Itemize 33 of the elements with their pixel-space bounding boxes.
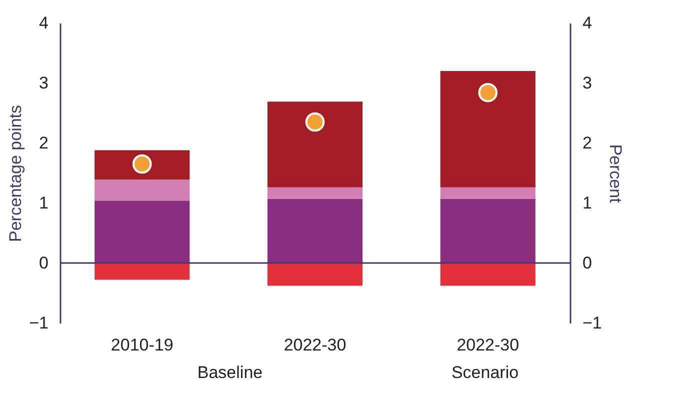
text: Scenario [451,363,519,382]
y2-tick-label: 3 [582,74,592,92]
point [132,154,152,174]
bar [267,102,363,188]
y-axis-title: Percentage points [6,104,26,242]
x-tick-label: 2022-30 [456,336,520,354]
bar [94,263,190,280]
y2-tick-label: 2 [582,134,592,152]
bar [267,187,363,199]
y2-tick-label: 0 [582,254,592,272]
x-tick-label: 2022-30 [284,336,346,354]
bar [267,198,363,263]
y-tick-label: 2 [39,134,48,152]
y2-axis-title: Percent [606,144,625,204]
y2-tick-label: 1 [582,194,592,212]
bar [94,200,190,263]
point [478,82,498,102]
y-tick-label: 0 [39,254,48,272]
x-tick-label: 2010-19 [110,336,174,354]
y-tick-label: 4 [39,14,48,32]
bar [94,180,190,201]
y-tick-label: 3 [39,74,48,92]
point [305,112,325,132]
y-tick-label: 1 [39,194,48,212]
y-tick-label: −1 [29,314,48,332]
y2-tick-label: −1 [582,314,602,332]
text: Baseline [197,363,263,382]
bar [440,71,536,188]
bar [440,187,536,199]
y2-tick-label: 4 [582,14,592,32]
bar [267,263,363,286]
bar [440,198,536,263]
bar [440,263,536,286]
